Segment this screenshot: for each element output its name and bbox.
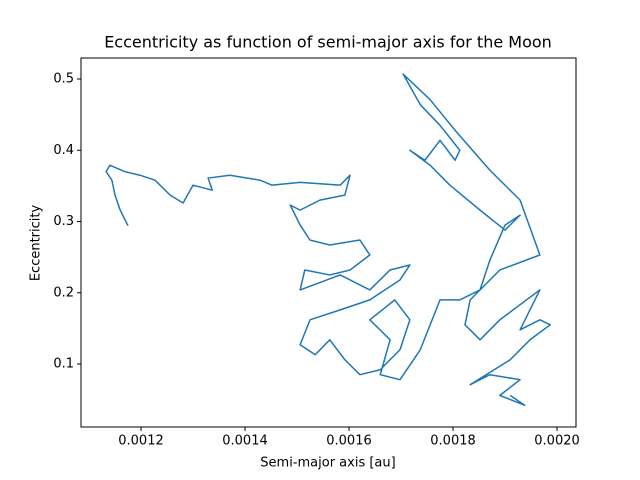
y-tick-label: 0.4 [53,143,74,158]
x-tick-label: 0.0020 [534,434,580,449]
y-tick-label: 0.1 [53,357,74,372]
x-tick-label: 0.0014 [222,434,268,449]
x-tick-label: 0.0012 [118,434,164,449]
chart-title: Eccentricity as function of semi-major a… [104,33,552,52]
plot-frame [80,57,577,428]
x-tick-label: 0.0018 [430,434,476,449]
x-axis-label: Semi-major axis [au] [260,456,395,471]
x-tick-label: 0.0016 [326,434,372,449]
y-tick-label: 0.2 [53,285,74,300]
y-tick-label: 0.3 [53,214,74,229]
data-line [105,73,552,407]
y-tick-label: 0.5 [53,72,74,87]
y-axis-label: Eccentricity [29,205,44,282]
